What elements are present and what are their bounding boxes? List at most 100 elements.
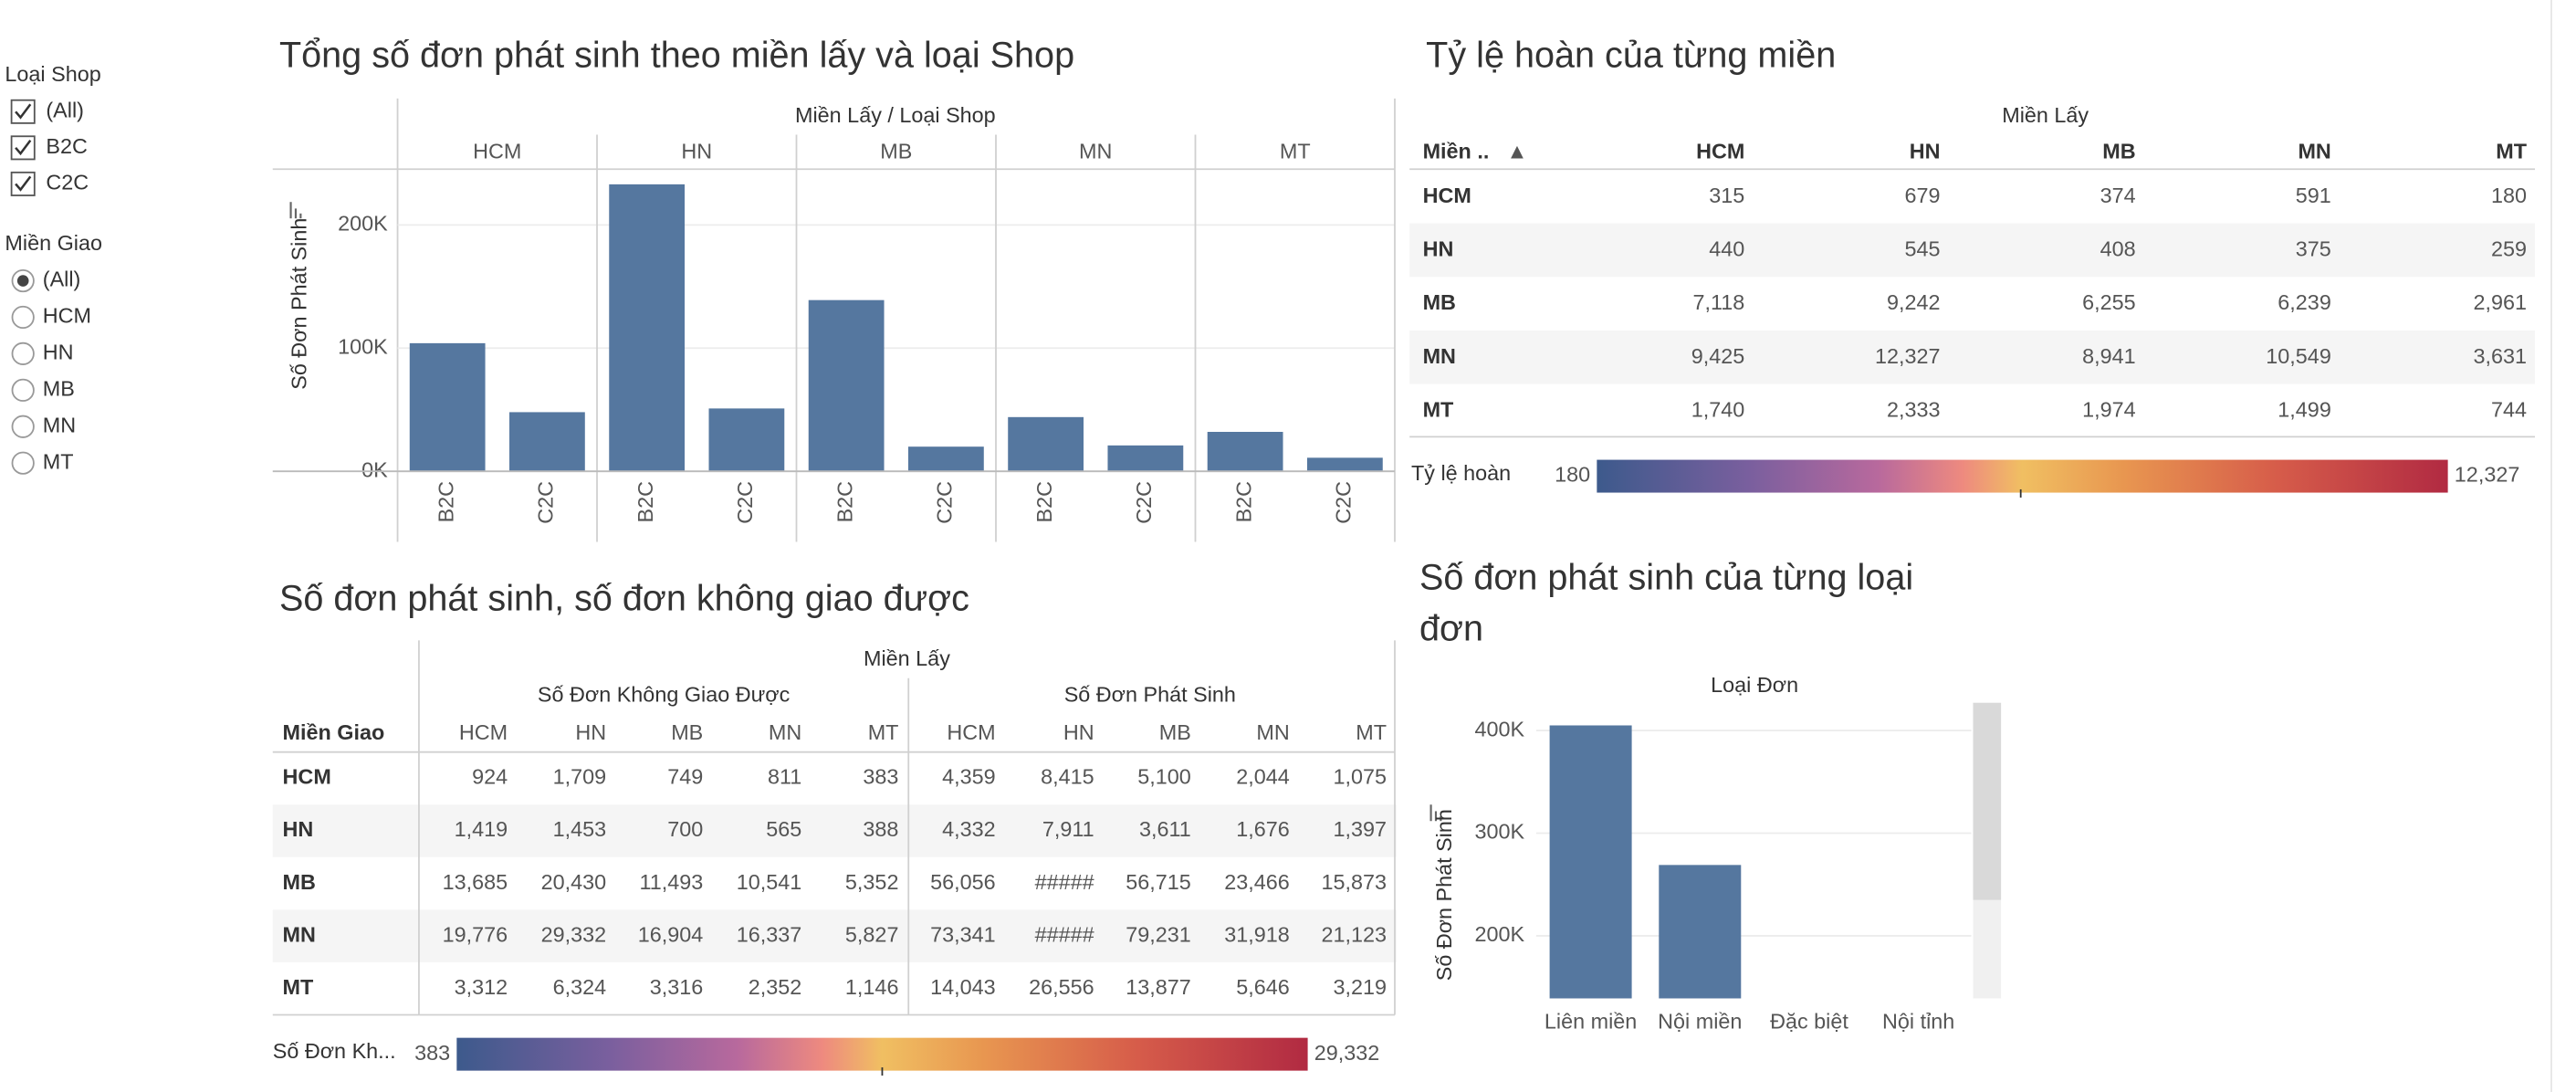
cell: 315 (1709, 184, 1744, 207)
row-band (1409, 223, 2536, 278)
y-tick-label: 400K (1475, 717, 1525, 740)
row-header: Miền Giao (283, 720, 385, 744)
cell: 6,324 (553, 975, 607, 999)
filter-option[interactable]: HN (43, 341, 74, 364)
radio[interactable] (11, 451, 35, 475)
cell: 749 (667, 765, 703, 789)
x-tick-label: Đặc biệt (1770, 1010, 1848, 1034)
column-header: HCM (947, 720, 995, 744)
radio[interactable] (11, 378, 35, 402)
legend-min: 383 (414, 1041, 450, 1065)
sort-icon[interactable]: ▲ (1506, 139, 1527, 163)
cell: 1,453 (553, 817, 607, 841)
column-header: HCM (1696, 139, 1744, 163)
bar (1659, 865, 1742, 999)
filter-option[interactable]: HCM (43, 304, 91, 328)
cell: 440 (1709, 237, 1744, 261)
cell: 3,611 (1139, 817, 1191, 841)
cell: 9,425 (1691, 344, 1745, 368)
bar (1306, 457, 1383, 472)
column-header: MB (2102, 139, 2135, 163)
column-header: MN (769, 720, 801, 744)
group-header: Số Đơn Phát Sinh (1064, 683, 1236, 707)
cell: 5,646 (1236, 975, 1290, 999)
cell: 2,352 (749, 975, 802, 999)
cell: 16,904 (638, 922, 704, 946)
cell: 388 (863, 817, 898, 841)
bar (708, 408, 785, 472)
filter-option[interactable]: MN (43, 413, 76, 436)
filter-option[interactable]: (All) (46, 98, 84, 121)
x-tick-label: C2C (1332, 481, 1356, 524)
filter-option[interactable]: MT (43, 449, 74, 473)
cell: 2,961 (2473, 290, 2527, 314)
row-band (272, 804, 1397, 857)
color-ramp (1597, 459, 2448, 493)
x-tick-label: C2C (733, 481, 757, 524)
cell: 13,877 (1126, 975, 1191, 999)
cell: 15,873 (1321, 870, 1387, 894)
x-tick-label: Nội miền (1658, 1010, 1742, 1034)
y-tick-label: 300K (1475, 820, 1525, 844)
x-tick-label: C2C (933, 481, 957, 524)
cell: 73,341 (930, 922, 996, 946)
checkbox[interactable] (10, 135, 36, 161)
bar (1008, 416, 1084, 472)
x-tick-label: B2C (832, 481, 856, 522)
chart-title: Số đơn phát sinh của từng loại đơn (1419, 556, 1914, 649)
scrollbar[interactable] (1973, 702, 2002, 999)
cell: 56,715 (1126, 870, 1191, 894)
cell: 56,056 (930, 870, 996, 894)
cell: 408 (2100, 237, 2136, 261)
column-header: MT (1356, 720, 1387, 744)
cell: 19,776 (443, 922, 508, 946)
x-tick-label: C2C (534, 481, 558, 524)
table-title: Tỷ lệ hoàn của từng miền (1426, 35, 1836, 75)
cell: 744 (2491, 398, 2527, 422)
cell: 1,419 (455, 817, 508, 841)
cell: 374 (2100, 184, 2136, 207)
cell: 6,255 (2082, 290, 2136, 314)
x-tick-label: B2C (1231, 481, 1255, 522)
cell: 6,239 (2278, 290, 2331, 314)
checkbox[interactable] (10, 171, 36, 196)
cell: 3,219 (1333, 975, 1387, 999)
cell: 29,332 (541, 922, 607, 946)
radio[interactable] (11, 305, 35, 330)
filter-option[interactable]: (All) (43, 268, 81, 291)
x-tick-label: B2C (634, 481, 657, 522)
cell: 1,676 (1236, 817, 1290, 841)
row-label: MB (1423, 290, 1456, 314)
cell: 10,541 (737, 870, 802, 894)
cell: 2,044 (1236, 765, 1290, 789)
bar (509, 412, 585, 472)
x-tick-label: B2C (434, 481, 457, 522)
cell: 7,118 (1693, 290, 1745, 314)
checkbox[interactable] (10, 99, 36, 124)
cell: 14,043 (930, 975, 996, 999)
filter-option[interactable]: C2C (46, 171, 89, 194)
column-header: HCM (459, 720, 508, 744)
legend-title: Số Đơn Kh... (273, 1039, 396, 1063)
y-tick-label: 100K (338, 334, 388, 358)
panel-header: HN (681, 139, 712, 163)
panel-header: MN (1079, 139, 1112, 163)
sort-icon[interactable] (289, 202, 1442, 822)
panel-header: MT (1280, 139, 1311, 163)
row-band (1409, 330, 2536, 384)
panel-header: HCM (473, 139, 521, 163)
cell: 8,941 (2082, 344, 2136, 368)
row-label: HCM (1423, 184, 1471, 207)
column-header: HN (575, 720, 606, 744)
cell: 1,974 (2082, 398, 2136, 422)
filter-option[interactable]: B2C (46, 134, 88, 158)
radio[interactable] (11, 341, 35, 365)
radio[interactable] (11, 415, 35, 438)
filter-option[interactable]: MB (43, 376, 75, 400)
cell: 79,231 (1126, 922, 1191, 946)
color-ramp (456, 1037, 1308, 1071)
column-header: MN (2298, 139, 2330, 163)
cell: 811 (768, 765, 801, 789)
